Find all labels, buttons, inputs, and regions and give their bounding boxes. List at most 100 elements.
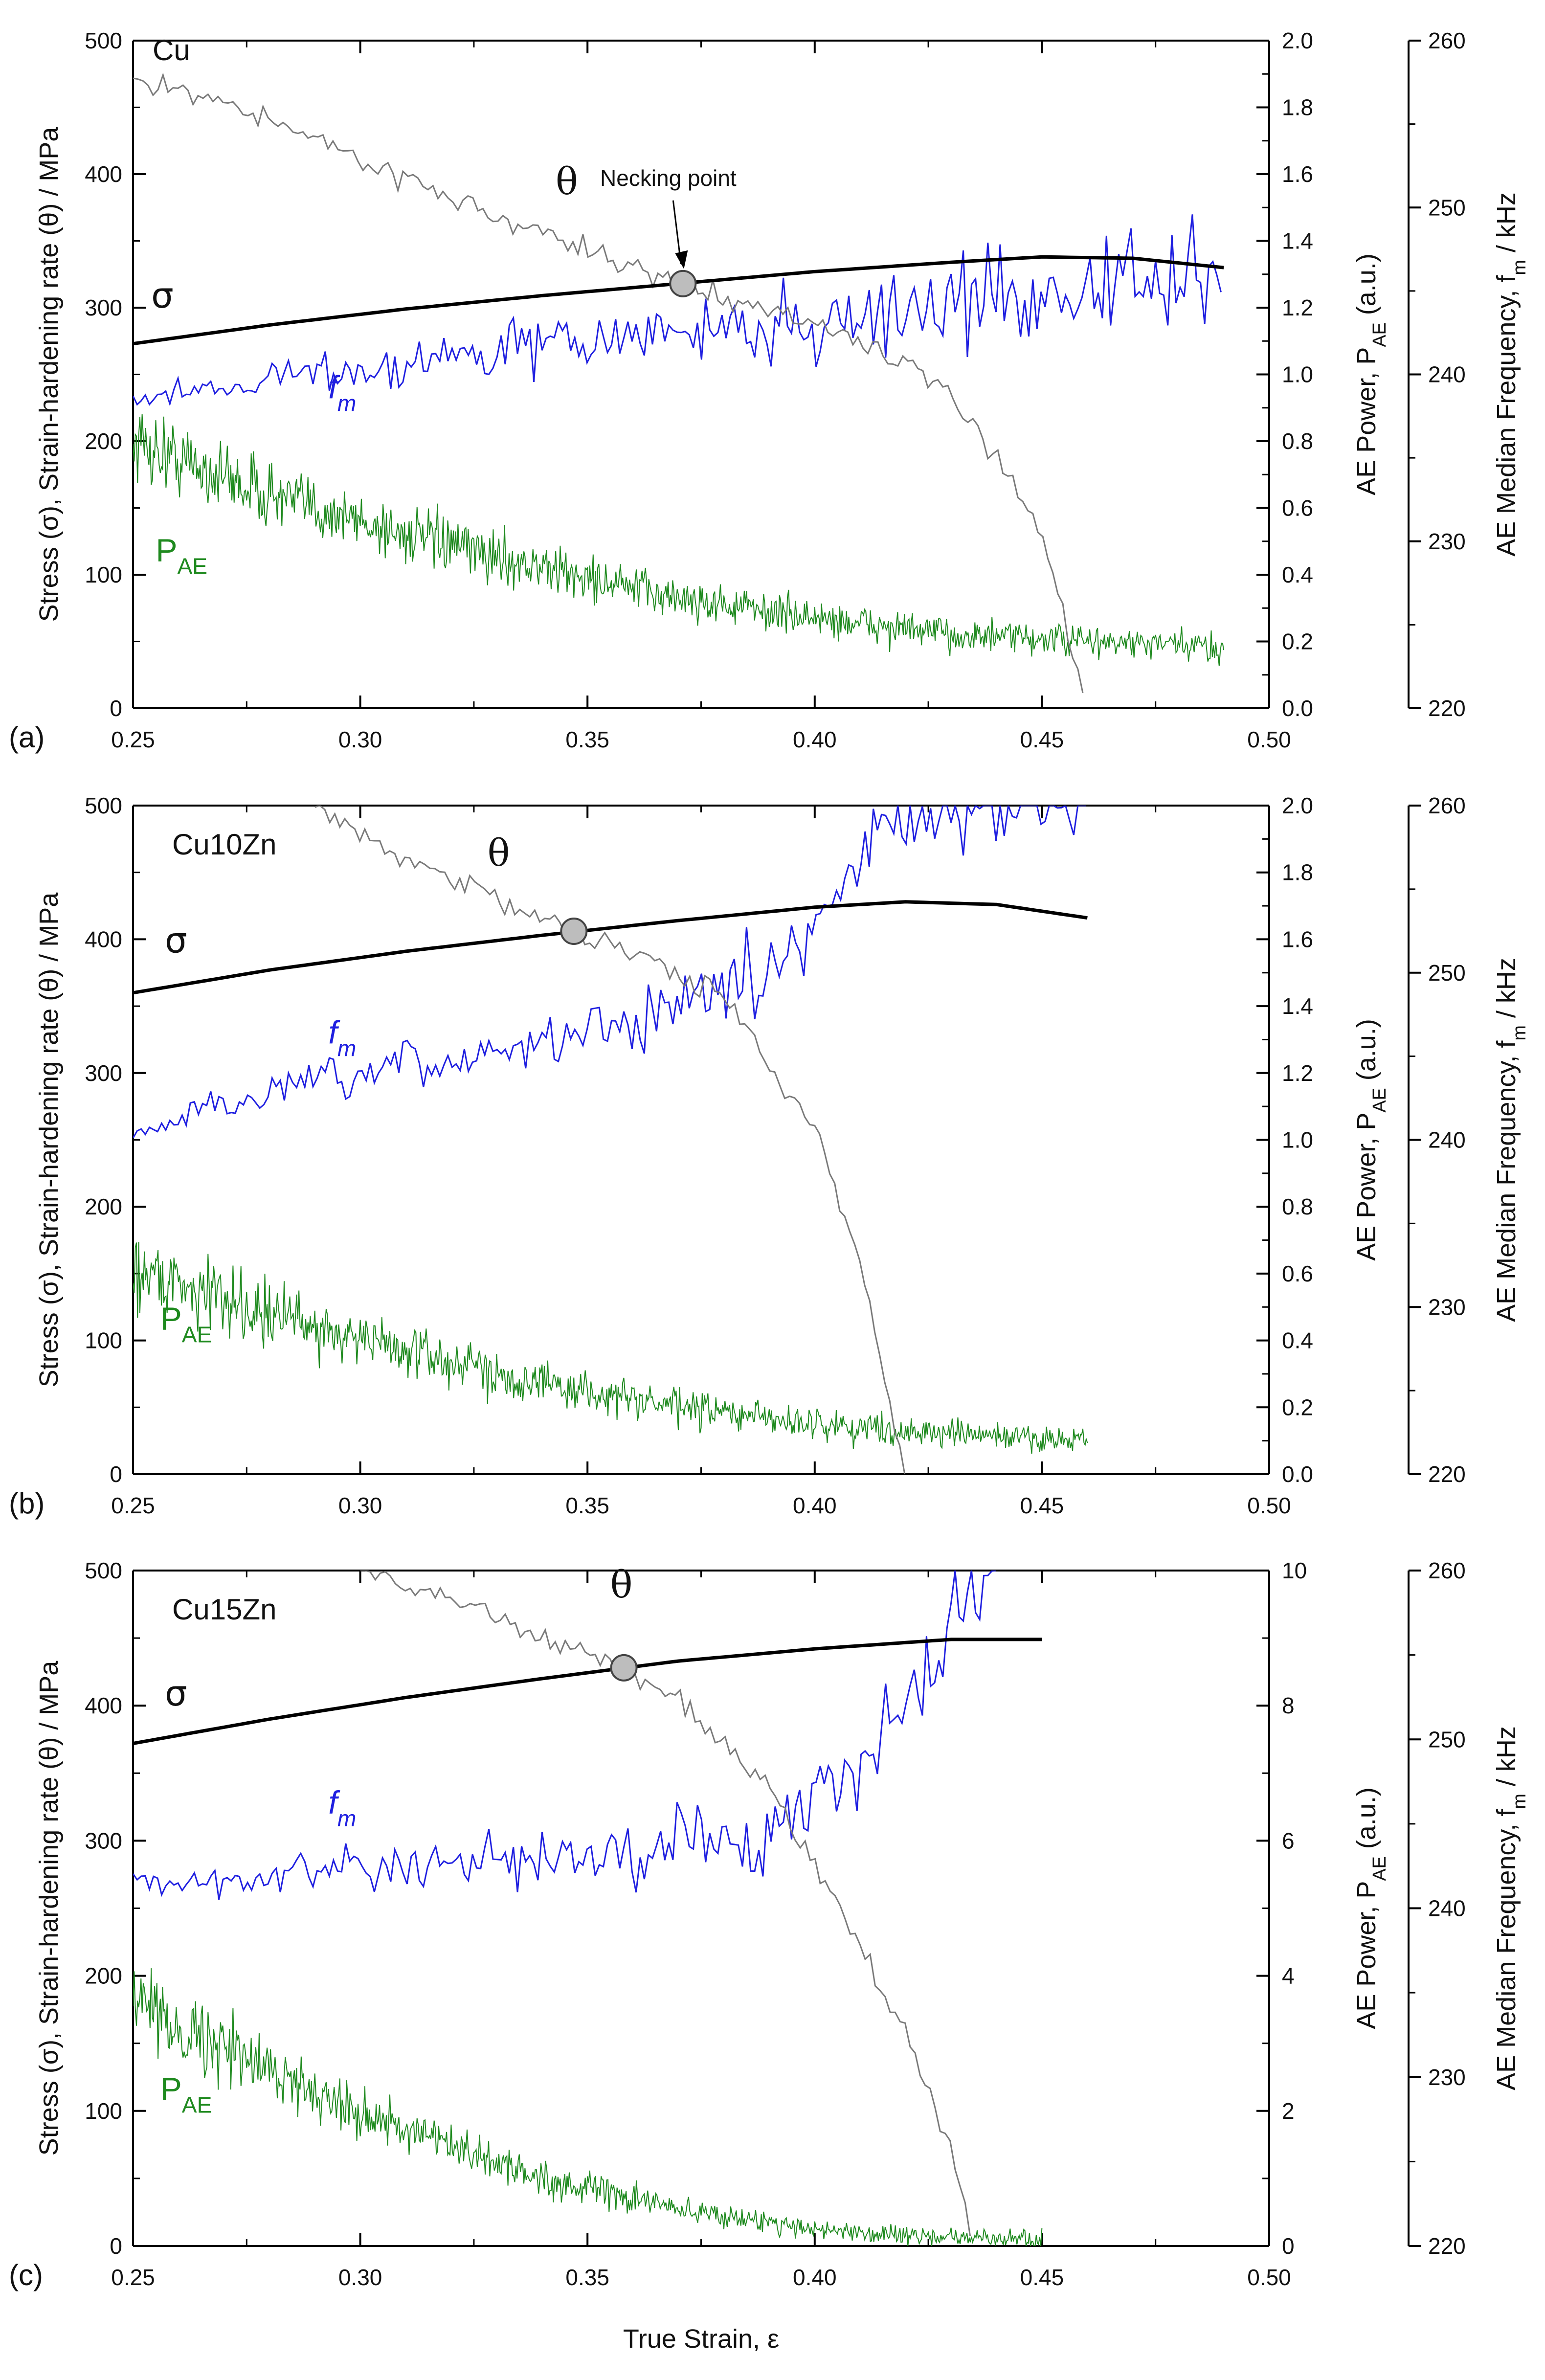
- left-axis-title: Stress (σ), Strain-hardening rate (θ) / …: [34, 1661, 64, 2156]
- left-tick-label: 300: [85, 1828, 122, 1853]
- x-tick-label: 0.30: [338, 1493, 382, 1518]
- pae-series-line: [133, 1242, 1088, 1454]
- frequency-tick-label: 230: [1428, 1294, 1466, 1320]
- x-tick-label: 0.45: [1020, 1493, 1064, 1518]
- chart-panel-cu15zn: 0.25 0.30 0.35 0.40 0.45 0.500100200300400500…: [9, 1558, 1530, 2291]
- frequency-tick-label: 220: [1428, 1461, 1466, 1487]
- chart-panel-cu: 0.25 0.30 0.35 0.40 0.45 0.50 0 100 200 300 400 500…: [9, 28, 1530, 754]
- x-tick-label: 0.50: [1247, 1493, 1291, 1518]
- left-axis-title: Stress (σ), Strain-hardening rate (θ) / …: [34, 127, 64, 622]
- x-tick-label: 0.30: [338, 727, 382, 752]
- frequency-tick-label: 240: [1428, 362, 1466, 387]
- x-tick-label: 0.25: [111, 727, 155, 752]
- sigma-label: σ: [151, 275, 174, 316]
- chart-panel-cu10zn: 0.25 0.30 0.35 0.40 0.45 0.50 0 100 200 300 400 500…: [9, 793, 1530, 1520]
- power-tick-label: 10: [1282, 1558, 1307, 1583]
- left-tick-label: 400: [85, 161, 122, 187]
- theta-label: θ: [556, 159, 578, 203]
- power-tick-label: 1.4: [1282, 993, 1313, 1019]
- frequency-tick-label: 250: [1428, 960, 1466, 986]
- power-tick-label: 0.0: [1282, 1461, 1313, 1487]
- power-tick-label: 1.4: [1282, 228, 1313, 254]
- frequency-tick-label: 260: [1428, 793, 1466, 818]
- power-tick-label: 6: [1282, 1828, 1295, 1853]
- x-tick-label: 0.25: [111, 2265, 155, 2290]
- frequency-axis-title: AE Median Frequency, fm / kHz: [1492, 1726, 1530, 2090]
- sigma-series-line: [133, 1638, 1042, 1745]
- theta-label: θ: [610, 1563, 633, 1606]
- power-tick-label: 8: [1282, 1693, 1295, 1718]
- frequency-tick-label: 250: [1428, 195, 1466, 220]
- left-axis-title: Stress (σ), Strain-hardening rate (θ) / …: [34, 892, 64, 1388]
- pae-series-line: [133, 414, 1225, 666]
- x-tick-label: 0.35: [565, 1493, 609, 1518]
- power-tick-label: 0.0: [1282, 696, 1313, 721]
- fm-label: fm: [329, 1784, 357, 1831]
- left-tick-label: 100: [85, 1328, 122, 1353]
- necking-point-marker: [560, 917, 588, 945]
- sigma-label: σ: [165, 1673, 187, 1714]
- power-tick-label: 1.2: [1282, 1060, 1313, 1086]
- power-tick-label: 2.0: [1282, 793, 1313, 818]
- left-tick-label: 400: [85, 926, 122, 952]
- power-tick-label: 2: [1282, 2098, 1295, 2124]
- power-axis-title: AE Power, PAE (a.u.): [1352, 253, 1390, 495]
- x-tick-label: 0.25: [111, 1493, 155, 1518]
- power-tick-label: 0.6: [1282, 1261, 1313, 1286]
- theta-series-line: [360, 1571, 971, 2236]
- panel-label: (c): [9, 2259, 43, 2291]
- fm-series-line: [133, 806, 1086, 1139]
- x-tick-label: 0.40: [793, 1493, 837, 1518]
- left-tick-label: 300: [85, 295, 122, 320]
- theta-label: θ: [488, 831, 510, 875]
- sigma-label: σ: [165, 920, 187, 961]
- power-tick-label: 0.4: [1282, 1328, 1313, 1353]
- theta-series-line: [133, 72, 1084, 694]
- left-tick-label: 0: [110, 2233, 122, 2259]
- power-tick-label: 0.4: [1282, 562, 1313, 587]
- power-axis-title: AE Power, PAE (a.u.): [1352, 1019, 1390, 1261]
- power-tick-label: 0.2: [1282, 1394, 1313, 1420]
- panel-label: (b): [9, 1487, 45, 1520]
- frequency-axis-title: AE Median Frequency, fm / kHz: [1492, 958, 1530, 1322]
- left-tick-label: 100: [85, 562, 122, 587]
- power-tick-label: 1.8: [1282, 95, 1313, 120]
- left-tick-label: 200: [85, 1194, 122, 1219]
- x-tick-label: 0.50: [1247, 727, 1291, 752]
- pae-label: PAE: [156, 532, 207, 579]
- fm-series-line: [133, 1571, 996, 1900]
- power-tick-label: 2.0: [1282, 28, 1313, 53]
- power-tick-label: 1.2: [1282, 295, 1313, 320]
- left-tick-label: 500: [85, 1558, 122, 1583]
- necking-point-arrow-head: [675, 250, 688, 269]
- necking-point-marker: [669, 269, 697, 297]
- power-tick-label: 0.8: [1282, 1194, 1313, 1219]
- power-tick-label: 1.6: [1282, 161, 1313, 187]
- sigma-series-line: [133, 255, 1224, 346]
- fm-label: fm: [329, 1014, 357, 1061]
- sample-label: Cu10Zn: [172, 828, 276, 861]
- frequency-tick-label: 240: [1428, 1896, 1466, 1921]
- power-tick-label: 0.6: [1282, 495, 1313, 521]
- theta-series-line: [314, 806, 906, 1474]
- panel-label: (a): [9, 721, 45, 754]
- fm-series-line: [133, 214, 1222, 406]
- x-tick-label: 0.45: [1020, 727, 1064, 752]
- power-tick-label: 1.8: [1282, 860, 1313, 885]
- sample-label: Cu: [153, 34, 190, 67]
- frequency-tick-label: 260: [1428, 1558, 1466, 1583]
- x-tick-label: 0.35: [565, 727, 609, 752]
- x-tick-label: 0.50: [1247, 2265, 1291, 2290]
- pae-label: PAE: [160, 1301, 212, 1347]
- x-tick-label: 0.30: [338, 2265, 382, 2290]
- sample-label: Cu15Zn: [172, 1593, 276, 1626]
- left-tick-label: 0: [110, 1461, 122, 1487]
- left-tick-label: 400: [85, 1693, 122, 1718]
- power-tick-label: 0: [1282, 2233, 1295, 2259]
- power-tick-label: 1.6: [1282, 926, 1313, 952]
- x-tick-label: 0.40: [793, 727, 837, 752]
- frequency-tick-label: 240: [1428, 1127, 1466, 1153]
- left-tick-label: 200: [85, 1963, 122, 1989]
- x-tick-label: 0.35: [565, 2265, 609, 2290]
